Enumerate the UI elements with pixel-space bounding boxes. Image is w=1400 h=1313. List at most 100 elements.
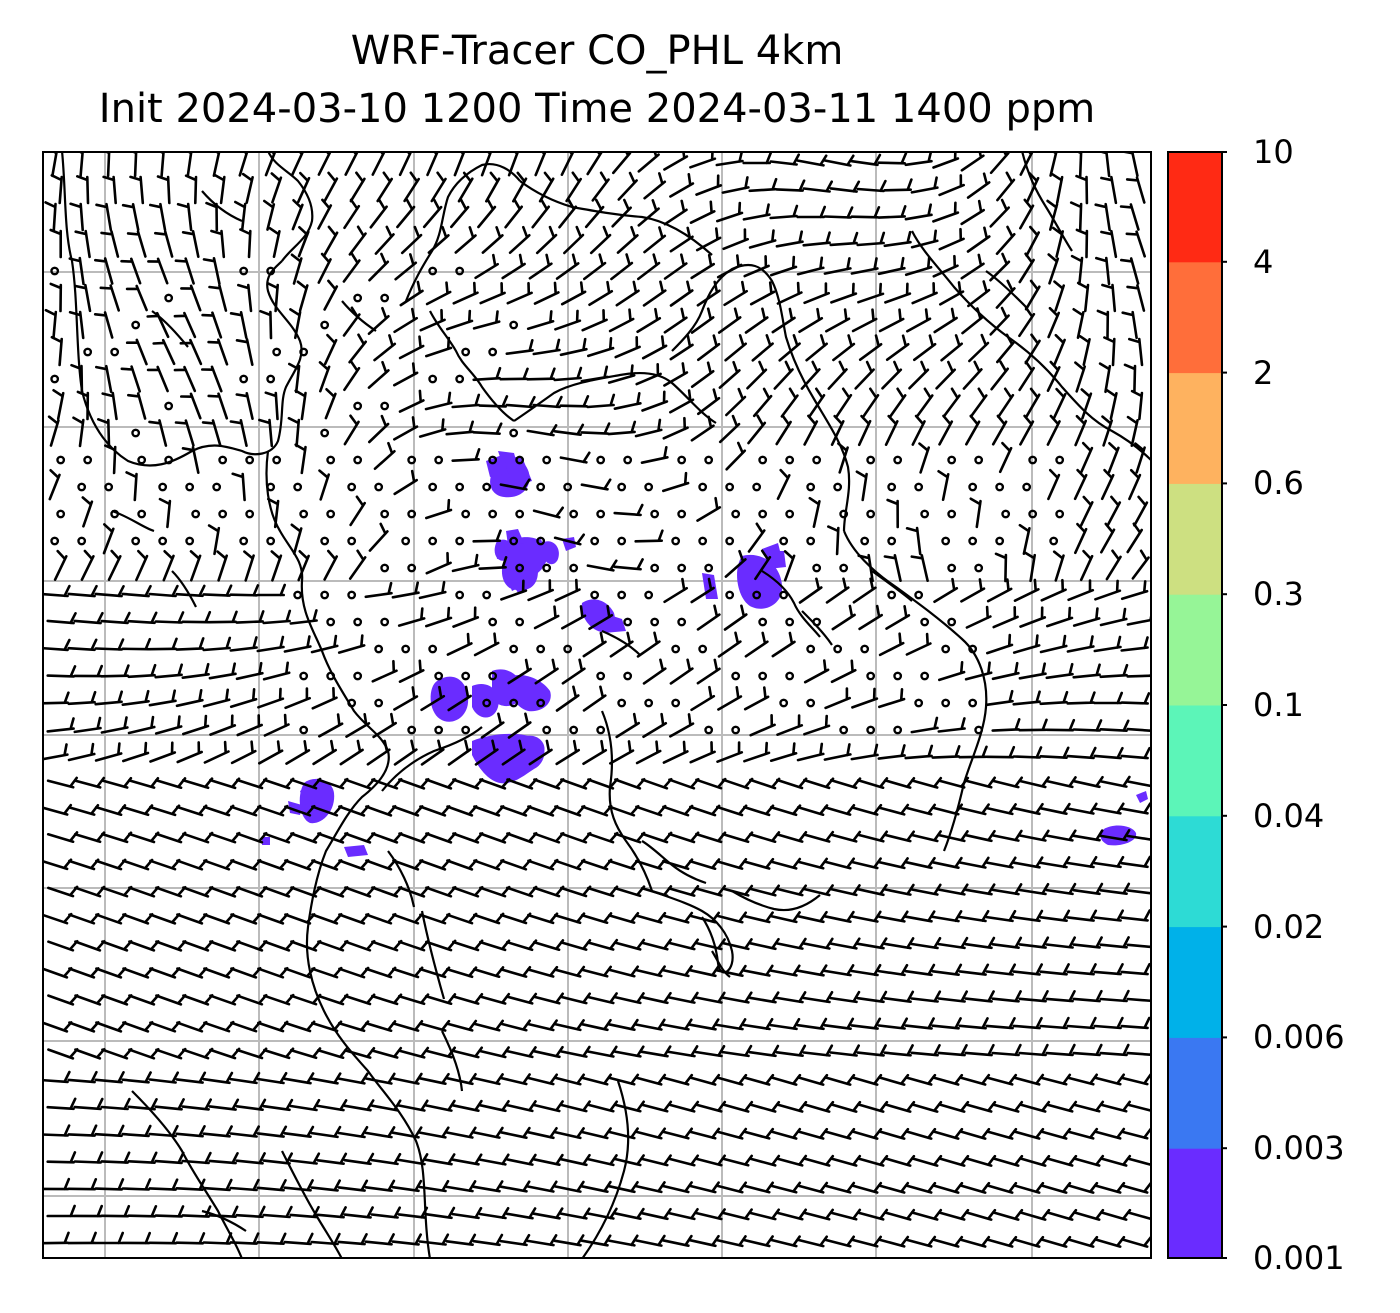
wind-barb <box>1019 414 1035 446</box>
wind-barb <box>742 964 774 977</box>
wind-barb <box>472 366 502 382</box>
wind-barb <box>1094 202 1111 232</box>
wind-barb <box>661 1181 693 1194</box>
wind-barb <box>883 1044 914 1057</box>
wind-barb <box>831 604 856 631</box>
wind-barb <box>796 256 825 276</box>
wind-barb <box>717 307 742 334</box>
wind-barb <box>989 306 1010 336</box>
wind-barb <box>472 529 502 543</box>
calm-wind-marker <box>671 536 681 546</box>
wind-barb <box>553 1127 585 1140</box>
wind-barb <box>526 1073 558 1086</box>
wind-barb <box>94 1231 124 1245</box>
calm-wind-marker <box>245 455 255 465</box>
calm-wind-marker <box>488 671 498 681</box>
wind-barb <box>796 742 825 762</box>
wind-barb <box>371 659 398 683</box>
wind-barb <box>775 179 806 192</box>
wind-barb <box>46 1151 77 1164</box>
calm-wind-marker <box>596 725 606 735</box>
wind-barb <box>607 1234 639 1247</box>
wind-barb <box>964 883 996 896</box>
wind-barb <box>229 584 260 597</box>
wind-barb <box>746 360 768 390</box>
wind-barb <box>48 469 61 501</box>
wind-barb <box>991 718 1021 732</box>
wind-barb <box>499 1126 531 1139</box>
wind-barb <box>1120 802 1152 815</box>
wind-barb <box>663 199 688 226</box>
wind-barb <box>44 308 58 340</box>
wind-barb <box>94 1071 125 1084</box>
wind-barb <box>609 740 635 765</box>
calm-wind-marker <box>839 563 849 573</box>
wind-barb <box>640 938 672 951</box>
wind-barb <box>829 937 861 950</box>
wind-barb <box>316 1206 347 1219</box>
wind-barb <box>208 1205 239 1218</box>
calm-wind-marker <box>941 698 951 708</box>
map-panel <box>42 151 1152 1259</box>
calm-wind-marker <box>725 482 735 492</box>
wind-barb <box>148 1231 179 1245</box>
wind-barb <box>937 776 970 789</box>
wind-barb <box>985 856 1017 869</box>
calm-wind-marker <box>569 563 579 573</box>
calm-wind-marker <box>536 536 546 546</box>
wind-barb <box>877 1017 908 1030</box>
wind-barb <box>148 1124 179 1138</box>
wind-barb <box>1120 636 1149 652</box>
wind-barb <box>42 1231 70 1245</box>
wind-barb <box>883 830 915 843</box>
wind-barb <box>559 395 590 408</box>
wind-barb <box>850 910 882 923</box>
wind-barb <box>776 468 791 500</box>
wind-barb <box>823 964 855 977</box>
wind-barb <box>364 581 393 599</box>
wind-barb <box>180 392 202 420</box>
calm-wind-marker <box>407 725 417 735</box>
wind-barb <box>796 910 828 924</box>
wind-barb <box>749 281 776 306</box>
calm-wind-marker <box>704 455 714 465</box>
wind-barb <box>283 1072 315 1085</box>
calm-wind-marker <box>434 671 444 681</box>
wind-barb <box>559 337 588 357</box>
wind-barb <box>526 424 558 437</box>
wind-barb <box>296 280 309 312</box>
wind-barb <box>367 360 390 389</box>
calm-wind-marker <box>83 455 93 465</box>
wind-barb <box>1099 1043 1130 1057</box>
wind-barb <box>179 338 203 366</box>
wind-barb <box>425 606 453 628</box>
wind-barb <box>397 1153 429 1166</box>
wind-barb <box>473 632 500 657</box>
wind-barb <box>580 1180 612 1193</box>
wind-barb <box>505 1207 537 1220</box>
wind-barb <box>561 658 586 685</box>
calm-wind-marker <box>542 455 552 465</box>
calm-wind-marker <box>671 698 681 708</box>
wind-barb <box>1133 495 1149 527</box>
wind-barb <box>715 1235 747 1248</box>
wind-barb <box>884 282 912 304</box>
wind-barb <box>148 689 177 707</box>
calm-wind-marker <box>806 644 816 654</box>
wind-barb <box>121 1071 152 1084</box>
calm-wind-marker <box>110 347 120 357</box>
wind-barb <box>263 713 290 737</box>
wind-barb <box>582 631 607 658</box>
wind-barb <box>1093 746 1124 760</box>
wind-barb <box>776 714 804 736</box>
wind-barb <box>667 1154 699 1167</box>
wind-barb <box>558 198 578 229</box>
wind-barb <box>73 1204 103 1218</box>
wind-barb <box>743 741 771 763</box>
calm-wind-marker <box>407 455 417 465</box>
wind-barb <box>42 638 71 652</box>
wind-barb <box>94 257 114 285</box>
wind-barb <box>1093 635 1122 653</box>
wind-barb <box>697 388 721 416</box>
wind-barb <box>67 742 96 762</box>
